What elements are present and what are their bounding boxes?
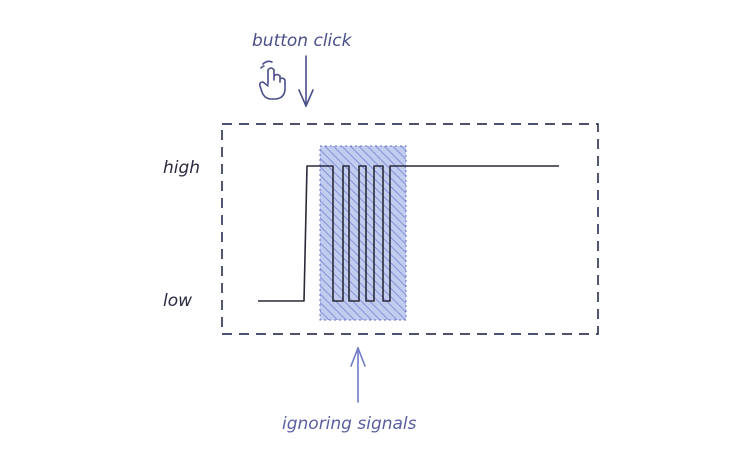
signal-frame <box>221 123 599 335</box>
ignoring-signals-label: ignoring signals <box>282 414 417 434</box>
signal-waveform <box>258 165 559 302</box>
level-high-label: high <box>163 158 200 178</box>
level-low-label: low <box>163 291 192 311</box>
down-arrow-icon <box>298 55 314 107</box>
hand-pointer-icon <box>259 60 286 100</box>
button-click-label: button click <box>252 31 353 51</box>
ignore-window <box>320 146 406 320</box>
up-arrow-icon <box>350 347 366 403</box>
